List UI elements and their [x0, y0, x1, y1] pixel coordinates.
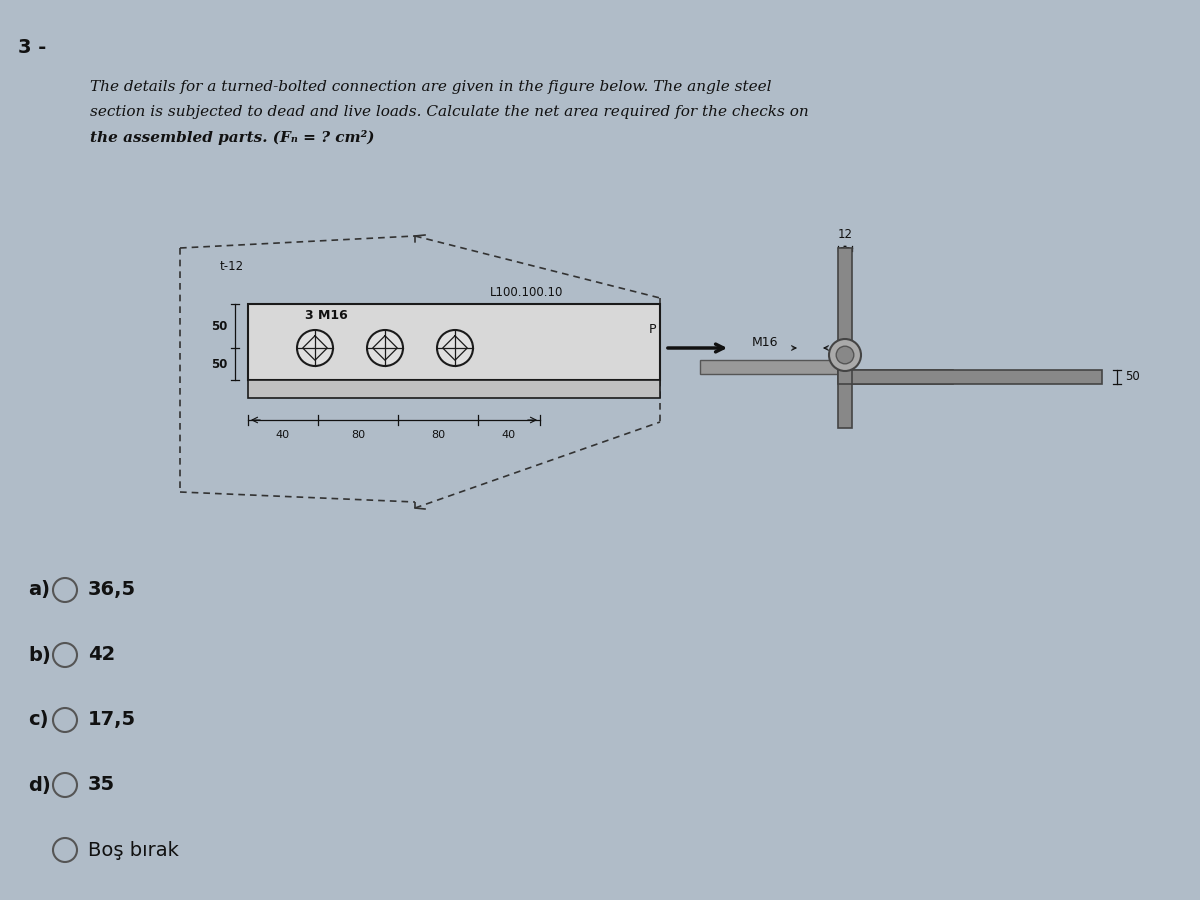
- Text: section is subjected to dead and live loads. Calculate the net area required for: section is subjected to dead and live lo…: [90, 105, 809, 119]
- Text: 17,5: 17,5: [88, 710, 136, 730]
- Text: 3 -: 3 -: [18, 38, 47, 57]
- Bar: [852, 370, 1102, 384]
- Text: 40: 40: [276, 430, 290, 440]
- Circle shape: [829, 339, 862, 371]
- Text: 35: 35: [88, 776, 115, 795]
- Bar: [838, 248, 852, 428]
- Circle shape: [437, 330, 473, 366]
- Text: 40: 40: [502, 430, 516, 440]
- Text: 42: 42: [88, 645, 115, 664]
- Text: 50: 50: [211, 320, 227, 332]
- Text: 3 M16: 3 M16: [305, 309, 348, 322]
- Text: the assembled parts. (Fₙ = ? cm²): the assembled parts. (Fₙ = ? cm²): [90, 130, 374, 145]
- Circle shape: [298, 330, 334, 366]
- Text: Boş bırak: Boş bırak: [88, 841, 179, 859]
- Text: M16: M16: [752, 337, 779, 349]
- Text: 12: 12: [838, 228, 852, 241]
- Bar: [838, 370, 953, 384]
- Bar: [700, 360, 838, 374]
- Text: a): a): [28, 580, 50, 599]
- Text: 50: 50: [211, 357, 227, 371]
- Circle shape: [367, 330, 403, 366]
- Text: 36,5: 36,5: [88, 580, 136, 599]
- Text: 80: 80: [350, 430, 365, 440]
- Text: d): d): [28, 776, 50, 795]
- Text: t-12: t-12: [220, 260, 244, 273]
- Circle shape: [836, 346, 854, 364]
- Text: 50: 50: [1126, 371, 1140, 383]
- Text: L100.100.10: L100.100.10: [490, 286, 563, 299]
- Text: The details for a turned-bolted connection are given in the figure below. The an: The details for a turned-bolted connecti…: [90, 80, 772, 94]
- Text: c): c): [28, 710, 48, 730]
- Bar: [248, 304, 660, 380]
- Text: 80: 80: [431, 430, 445, 440]
- Bar: [248, 380, 660, 398]
- Text: P: P: [648, 323, 655, 336]
- Text: b): b): [28, 645, 50, 664]
